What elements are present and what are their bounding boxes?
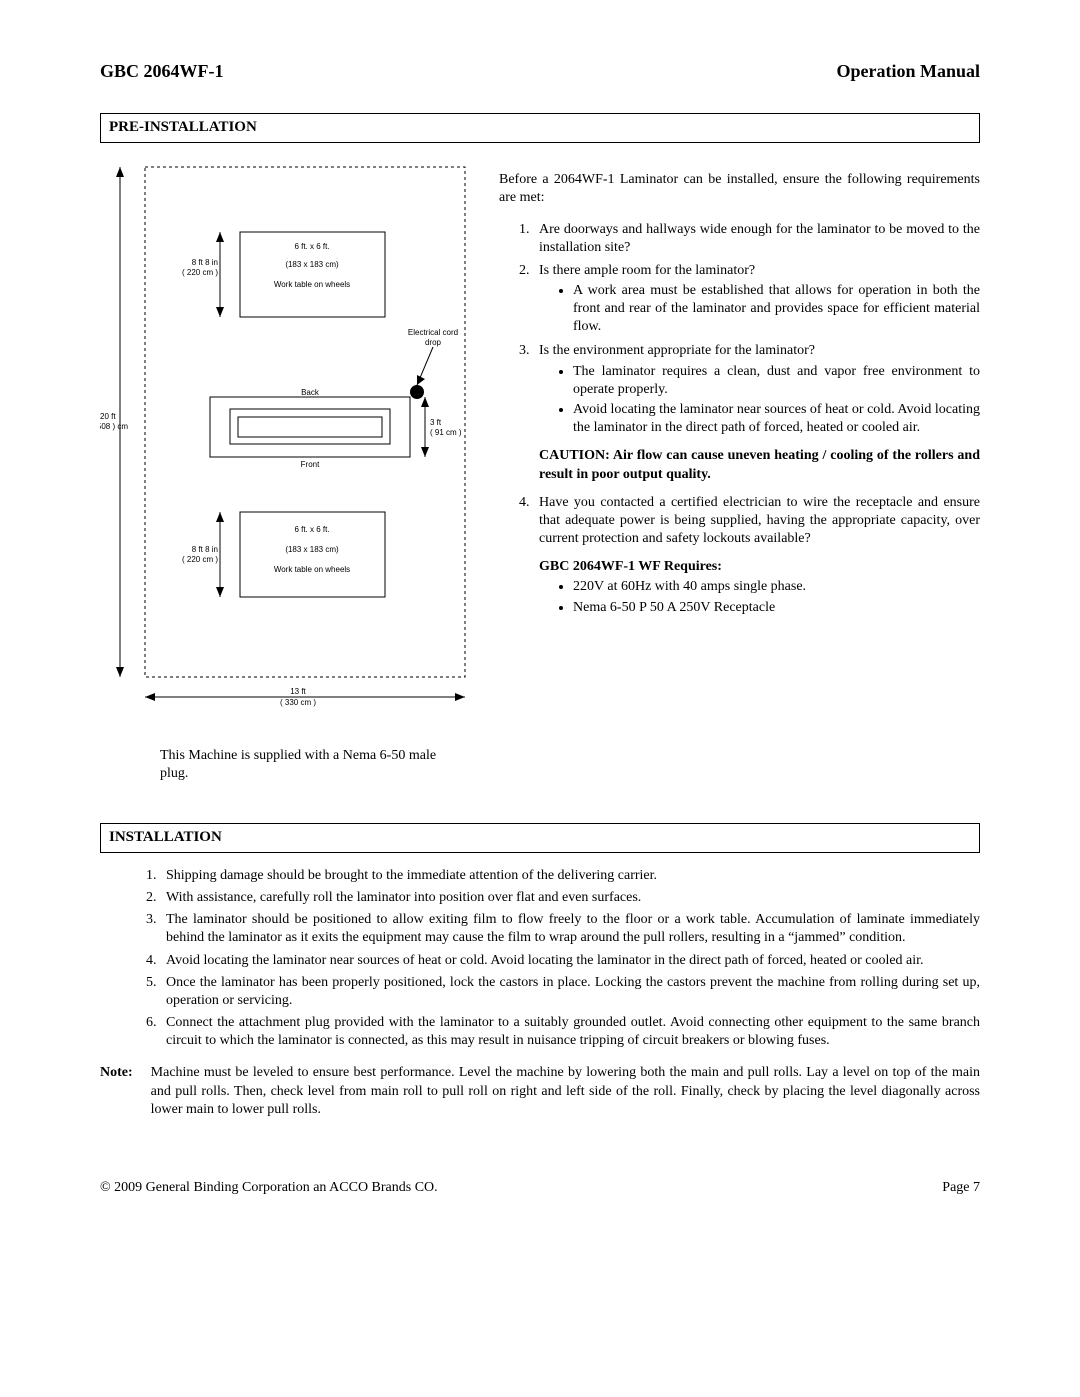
- install-6: Connect the attachment plug provided wit…: [160, 1014, 980, 1050]
- installation-note: Note: Machine must be leveled to ensure …: [100, 1064, 980, 1119]
- pre-item-1: Are doorways and hallways wide enough fo…: [533, 221, 980, 257]
- pre-installation-body: 20 ft ( 508 ) cm 13 ft ( 330 cm ) 6 ft. …: [100, 157, 980, 783]
- table1-dim: 6 ft. x 6 ft.: [294, 242, 329, 251]
- table2-dim-sub: (183 x 183 cm): [285, 545, 339, 554]
- cord-label-1: Electrical cord: [408, 328, 458, 337]
- diagram-column: 20 ft ( 508 ) cm 13 ft ( 330 cm ) 6 ft. …: [100, 157, 475, 783]
- pre-item-4: Have you contacted a certified electrici…: [533, 494, 980, 549]
- laminator-back: Back: [301, 388, 320, 397]
- pre-installation-text: Before a 2064WF-1 Laminator can be insta…: [499, 157, 980, 623]
- table1-label: Work table on wheels: [274, 280, 350, 289]
- req-1: 220V at 60Hz with 40 amps single phase.: [573, 578, 980, 596]
- pre-item-3: Is the environment appropriate for the l…: [533, 342, 980, 437]
- table1-side-dim-sub: ( 220 cm ): [182, 268, 218, 277]
- header-right: Operation Manual: [836, 60, 980, 83]
- plug-note: This Machine is supplied with a Nema 6-5…: [160, 747, 440, 783]
- pre-install-list: Are doorways and hallways wide enough fo…: [499, 221, 980, 437]
- install-3: The laminator should be positioned to al…: [160, 911, 980, 947]
- diagram-height-label: 20 ft: [100, 412, 116, 421]
- pre-item-3-sub-2: Avoid locating the laminator near source…: [573, 401, 980, 437]
- pre-item-2: Is there ample room for the laminator? A…: [533, 262, 980, 337]
- laminator-side-dim: 3 ft: [430, 418, 442, 427]
- table2-side-dim-sub: ( 220 cm ): [182, 555, 218, 564]
- installation-heading: INSTALLATION: [100, 823, 980, 853]
- laminator-side-dim-sub: ( 91 cm ): [430, 428, 462, 437]
- pre-installation-heading: PRE-INSTALLATION: [100, 113, 980, 143]
- footer-right: Page 7: [942, 1179, 980, 1197]
- table2-side-dim: 8 ft 8 in: [192, 545, 218, 554]
- layout-diagram: 20 ft ( 508 ) cm 13 ft ( 330 cm ) 6 ft. …: [100, 157, 475, 727]
- diagram-width-label: 13 ft: [290, 687, 306, 696]
- table2-dim: 6 ft. x 6 ft.: [294, 525, 329, 534]
- page-footer: © 2009 General Binding Corporation an AC…: [100, 1179, 980, 1197]
- table1-dim-sub: (183 x 183 cm): [285, 260, 339, 269]
- header-left: GBC 2064WF-1: [100, 60, 224, 83]
- table1-side-dim: 8 ft 8 in: [192, 258, 218, 267]
- caution-text: CAUTION: Air flow can cause uneven heati…: [539, 447, 980, 483]
- installation-list: Shipping damage should be brought to the…: [100, 867, 980, 1051]
- pre-install-intro: Before a 2064WF-1 Laminator can be insta…: [499, 171, 980, 207]
- diagram-width-label-sub: ( 330 cm ): [280, 698, 316, 707]
- cord-label-2: drop: [425, 338, 442, 347]
- pre-install-list-cont: Have you contacted a certified electrici…: [499, 494, 980, 549]
- requirements-list: 220V at 60Hz with 40 amps single phase. …: [539, 578, 980, 616]
- note-label: Note:: [100, 1064, 133, 1119]
- install-5: Once the laminator has been properly pos…: [160, 974, 980, 1010]
- pre-item-2-sub-1: A work area must be established that all…: [573, 282, 980, 337]
- install-1: Shipping damage should be brought to the…: [160, 867, 980, 885]
- page-header: GBC 2064WF-1 Operation Manual: [100, 60, 980, 83]
- install-2: With assistance, carefully roll the lami…: [160, 889, 980, 907]
- install-4: Avoid locating the laminator near source…: [160, 952, 980, 970]
- diagram-height-label-sub: ( 508 ) cm: [100, 422, 128, 431]
- note-text: Machine must be leveled to ensure best p…: [151, 1064, 980, 1119]
- laminator-front: Front: [301, 460, 320, 469]
- table2-label: Work table on wheels: [274, 565, 350, 574]
- pre-item-3-sub-1: The laminator requires a clean, dust and…: [573, 363, 980, 399]
- req-2: Nema 6-50 P 50 A 250V Receptacle: [573, 599, 980, 617]
- footer-left: © 2009 General Binding Corporation an AC…: [100, 1179, 438, 1197]
- requirements-heading: GBC 2064WF-1 WF Requires:: [539, 558, 980, 576]
